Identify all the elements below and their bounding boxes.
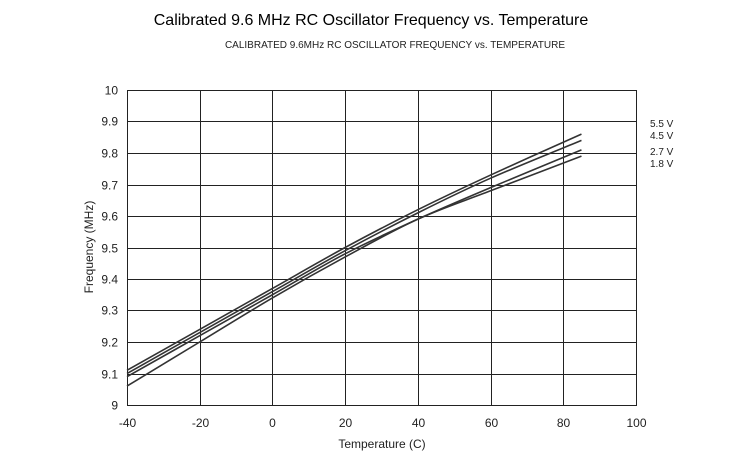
y-axis-label: Frequency (MHz) <box>82 201 96 294</box>
series-line <box>126 139 582 375</box>
y-tick-label: 9.1 <box>101 368 118 382</box>
series-lines <box>126 133 582 387</box>
grid <box>127 90 637 406</box>
x-tick-label: -40 <box>119 416 137 430</box>
x-axis-label: Temperature (C) <box>338 437 425 451</box>
x-tick-label: 80 <box>557 416 571 430</box>
legend-entry: 4.5 V <box>650 131 674 142</box>
y-tick-label: 10 <box>105 84 119 98</box>
legend: 5.5 V4.5 V 2.7 V1.8 V <box>650 119 674 170</box>
series-line <box>126 155 582 387</box>
y-tick-label: 9.9 <box>101 115 118 129</box>
x-tick-label: 60 <box>485 416 499 430</box>
y-tick-label: 9.4 <box>101 273 118 287</box>
legend-entry: 1.8 V <box>650 159 674 170</box>
y-tick-label: 9.3 <box>101 304 118 318</box>
x-tick-label: 100 <box>626 416 646 430</box>
legend-entry: 2.7 V <box>650 147 674 158</box>
y-tick-label: 9.5 <box>101 242 118 256</box>
legend-entry: 5.5 V <box>650 119 674 130</box>
y-tick-label: 9.2 <box>101 336 118 350</box>
y-tick-label: 9.8 <box>101 147 118 161</box>
x-tick-label: 20 <box>339 416 353 430</box>
plot-frame <box>127 90 637 406</box>
series-line <box>126 149 582 378</box>
y-tick-label: 9.7 <box>101 179 118 193</box>
series-line <box>126 133 582 372</box>
x-tick-label: 40 <box>412 416 426 430</box>
tick-labels: 9 9.1 9.2 9.3 9.4 9.5 9.6 9.7 9.8 9.9 10 -40 -20 0 20 4… <box>101 84 647 431</box>
chart-subtitle: CALIBRATED 9.6MHz RC OSCILLATOR FREQUENC… <box>225 40 565 51</box>
x-tick-label: 0 <box>269 416 276 430</box>
x-tick-label: -20 <box>192 416 210 430</box>
chart-title: Calibrated 9.6 MHz RC Oscillator Frequen… <box>154 12 589 29</box>
y-tick-label: 9 <box>111 399 118 413</box>
y-tick-label: 9.6 <box>101 210 118 224</box>
